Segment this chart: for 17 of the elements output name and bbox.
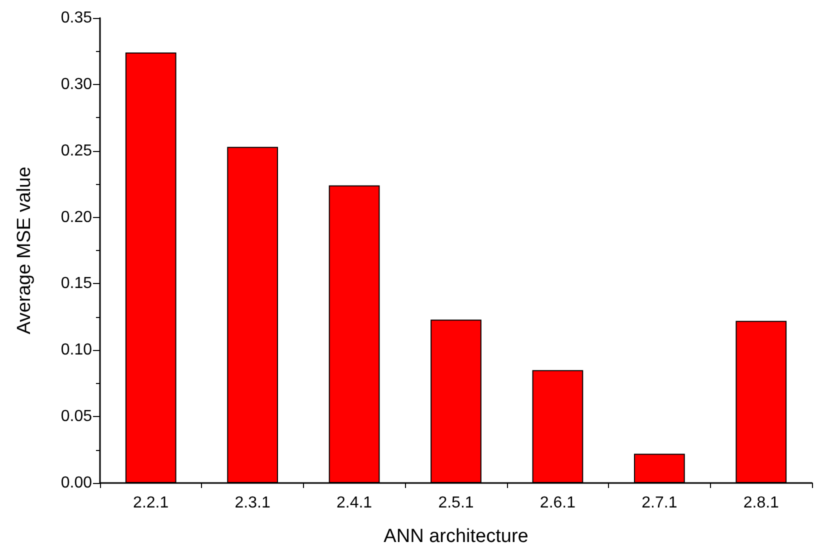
x-tick-label: 2.8.1 bbox=[743, 494, 780, 512]
y-tick-label: 0.05 bbox=[60, 408, 92, 426]
x-tick-label: 2.6.1 bbox=[540, 494, 576, 512]
y-tick-label: 0.15 bbox=[60, 275, 92, 292]
y-tick-label: 0.10 bbox=[60, 342, 92, 359]
y-axis-title: Average MSE value bbox=[14, 166, 35, 334]
x-tick-label: 2.4.1 bbox=[336, 494, 372, 512]
x-tick-label: 2.5.1 bbox=[438, 494, 474, 512]
y-tick-label: 0.25 bbox=[60, 142, 92, 160]
y-tick-label: 0.20 bbox=[60, 208, 92, 226]
x-tick-label: 2.7.1 bbox=[642, 494, 678, 512]
x-axis-title: ANN architecture bbox=[384, 526, 528, 547]
x-tick-label: 2.2.1 bbox=[133, 494, 169, 512]
x-tick-label: 2.3.1 bbox=[234, 494, 270, 512]
y-tick-label: 0.35 bbox=[60, 10, 92, 26]
y-tick-label: 0.30 bbox=[60, 76, 92, 93]
y-tick-label: 0.00 bbox=[60, 474, 92, 492]
